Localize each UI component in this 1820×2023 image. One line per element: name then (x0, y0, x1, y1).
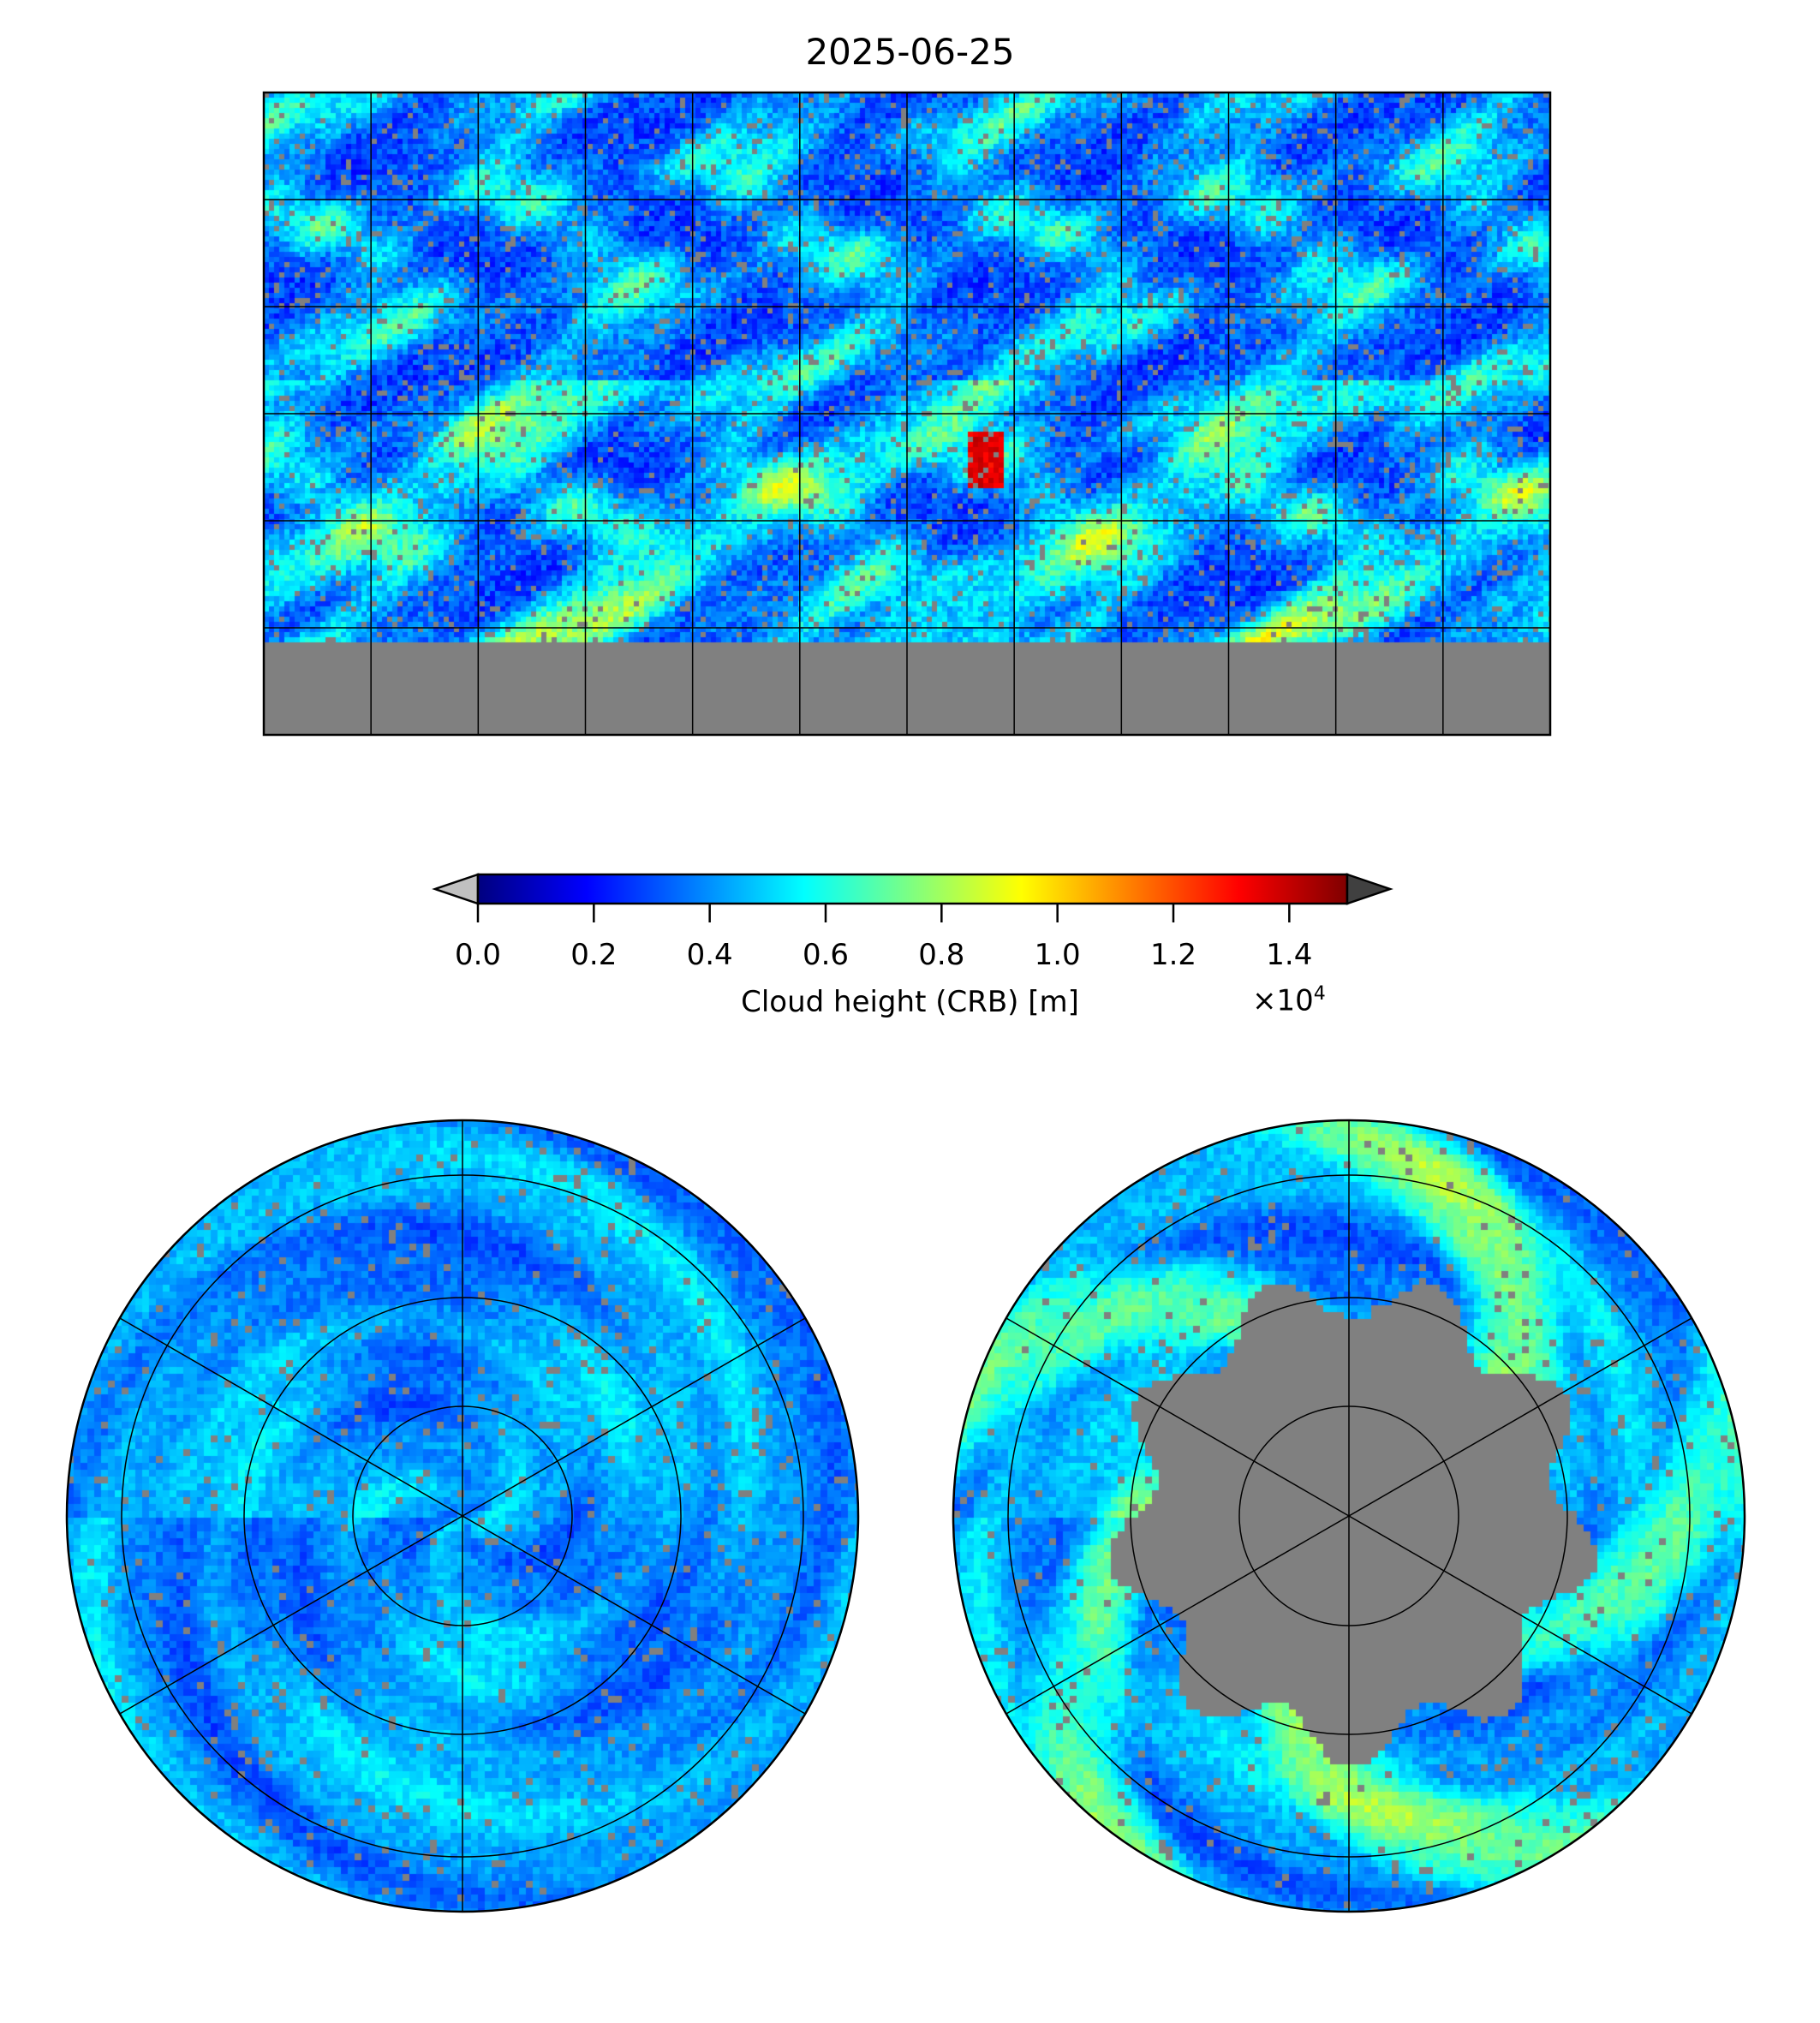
meridian-line (119, 1317, 806, 1715)
colorbar-over-extension (1346, 873, 1393, 905)
multiplier-base: ×10 (1252, 983, 1314, 1018)
south-polar-frame (952, 1119, 1746, 1913)
polar-gridlines (65, 1119, 1746, 1913)
colorbar-multiplier: ×104 (1252, 983, 1326, 1017)
colorbar-tick-label: 1.2 (1149, 938, 1197, 972)
north-polar-frame (65, 1119, 860, 1913)
colorbar-ticks (476, 904, 1291, 922)
colorbar-tick-label: 1.4 (1266, 938, 1313, 972)
colorbar-tick-label: 1.0 (1034, 938, 1081, 972)
colorbar-under-extension (432, 873, 480, 905)
meridian-line (1005, 1317, 1692, 1715)
colorbar-tick-label: 0.8 (918, 938, 965, 972)
colorbar-gradient (476, 873, 1349, 905)
global-map-frame (262, 91, 1552, 737)
colorbar-tick-label: 0.2 (570, 938, 618, 972)
north-polar-gridlines (65, 1119, 860, 1913)
colorbar (432, 873, 1393, 922)
figure-title: 2025-06-25 (805, 31, 1015, 73)
multiplier-exponent: 4 (1313, 983, 1326, 1005)
global-map-gridlines (264, 92, 1550, 735)
colorbar-tick-label: 0.4 (686, 938, 733, 972)
colorbar-label: Cloud height (CRB) [m] (741, 985, 1079, 1019)
south-polar-gridlines (952, 1119, 1746, 1913)
colorbar-tick-label: 0.6 (802, 938, 850, 972)
colorbar-tick-label: 0.0 (454, 938, 502, 972)
